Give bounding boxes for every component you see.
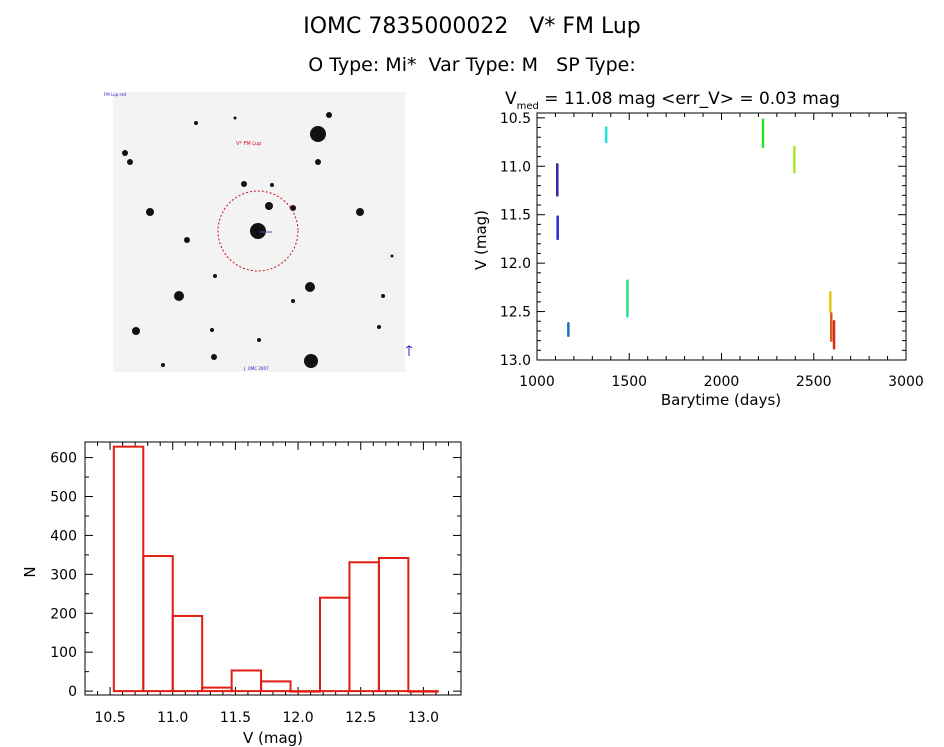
- y-tick-label: 12.5: [500, 305, 531, 321]
- histogram-bar: [260, 680, 292, 693]
- title-text: = 11.08 mag <err_V> = 0.03 mag: [539, 89, 840, 109]
- star: [122, 150, 128, 156]
- x-tick-label: 2000: [704, 374, 740, 390]
- y-tick-label: 12.0: [500, 256, 531, 272]
- x-tick-label: 2500: [796, 374, 832, 390]
- page-title: IOMC 7835000022 V* FM Lup: [303, 14, 641, 39]
- star: [257, 338, 261, 342]
- chart-title: Vmed = 11.08 mag <err_V> = 0.03 mag: [505, 89, 840, 112]
- histogram-bar: [230, 669, 263, 693]
- y-tick-label: 400: [50, 528, 77, 544]
- star: [304, 354, 318, 368]
- finder-corner-label: FM Lup red: [104, 92, 127, 97]
- star: [381, 294, 385, 298]
- star: [184, 237, 190, 243]
- star: [326, 112, 332, 118]
- histogram-bar: [348, 561, 380, 693]
- y-tick-label: 600: [50, 451, 77, 467]
- star: [356, 208, 364, 216]
- object-types-line: O Type: Mi* Var Type: M SP Type:: [308, 54, 636, 76]
- star: [305, 282, 315, 292]
- star: [241, 181, 247, 187]
- finder-bottom-label: J. OMC 2007: [243, 366, 269, 371]
- y-tick-label: 500: [50, 489, 77, 505]
- x-tick-label: 10.5: [94, 710, 125, 726]
- y-axis-label: V (mag): [472, 210, 490, 270]
- y-tick-label: 200: [50, 606, 77, 622]
- star: [315, 159, 321, 165]
- x-tick-label: 12.5: [345, 710, 376, 726]
- star: [265, 202, 273, 210]
- y-tick-label: 13.0: [500, 353, 531, 369]
- north-arrow-icon: [405, 345, 413, 356]
- x-tick-label: 1500: [611, 374, 647, 390]
- histogram-bar: [112, 445, 145, 693]
- x-tick-label: 11.5: [220, 710, 251, 726]
- title-symbol: V: [505, 89, 517, 109]
- x-tick-label: 3000: [888, 374, 924, 390]
- y-tick-label: 300: [50, 567, 77, 583]
- y-tick-label: 0: [68, 684, 77, 700]
- star: [310, 126, 326, 142]
- star: [211, 354, 217, 360]
- star: [210, 328, 214, 332]
- histogram-bar: [142, 555, 174, 693]
- star: [233, 116, 237, 120]
- star: [174, 291, 184, 301]
- target-star: [250, 223, 266, 239]
- title-subscript: med: [517, 101, 539, 112]
- x-axis-label: V (mag): [243, 729, 303, 747]
- histogram-bar: [289, 690, 321, 693]
- x-tick-label: 13.0: [408, 710, 439, 726]
- plot-frame: [84, 441, 462, 696]
- y-tick-label: 11.0: [500, 159, 531, 175]
- histogram-bar: [377, 556, 410, 693]
- star: [132, 327, 140, 335]
- target-label: V* FM Lup: [236, 141, 261, 147]
- star: [127, 159, 133, 165]
- y-axis-label: N: [21, 566, 39, 577]
- star: [291, 299, 295, 303]
- y-tick-label: 10.5: [500, 111, 531, 127]
- x-tick-label: 12.0: [282, 710, 313, 726]
- star: [270, 183, 274, 187]
- histogram-bar: [319, 596, 351, 693]
- star: [161, 363, 165, 367]
- x-axis-label: Barytime (days): [661, 391, 781, 409]
- x-tick-label: 1000: [519, 374, 555, 390]
- star: [194, 121, 198, 125]
- target-circle: [217, 190, 299, 272]
- y-tick-label: 100: [50, 645, 77, 661]
- histogram-bar: [201, 686, 233, 693]
- x-tick-label: 11.0: [157, 710, 188, 726]
- star: [390, 254, 394, 258]
- histogram-bar: [171, 614, 204, 693]
- y-tick-label: 11.5: [500, 208, 531, 224]
- star: [213, 274, 217, 278]
- histogram-bar: [407, 690, 439, 693]
- star-field: [122, 112, 394, 368]
- star: [146, 208, 154, 216]
- star: [377, 325, 381, 329]
